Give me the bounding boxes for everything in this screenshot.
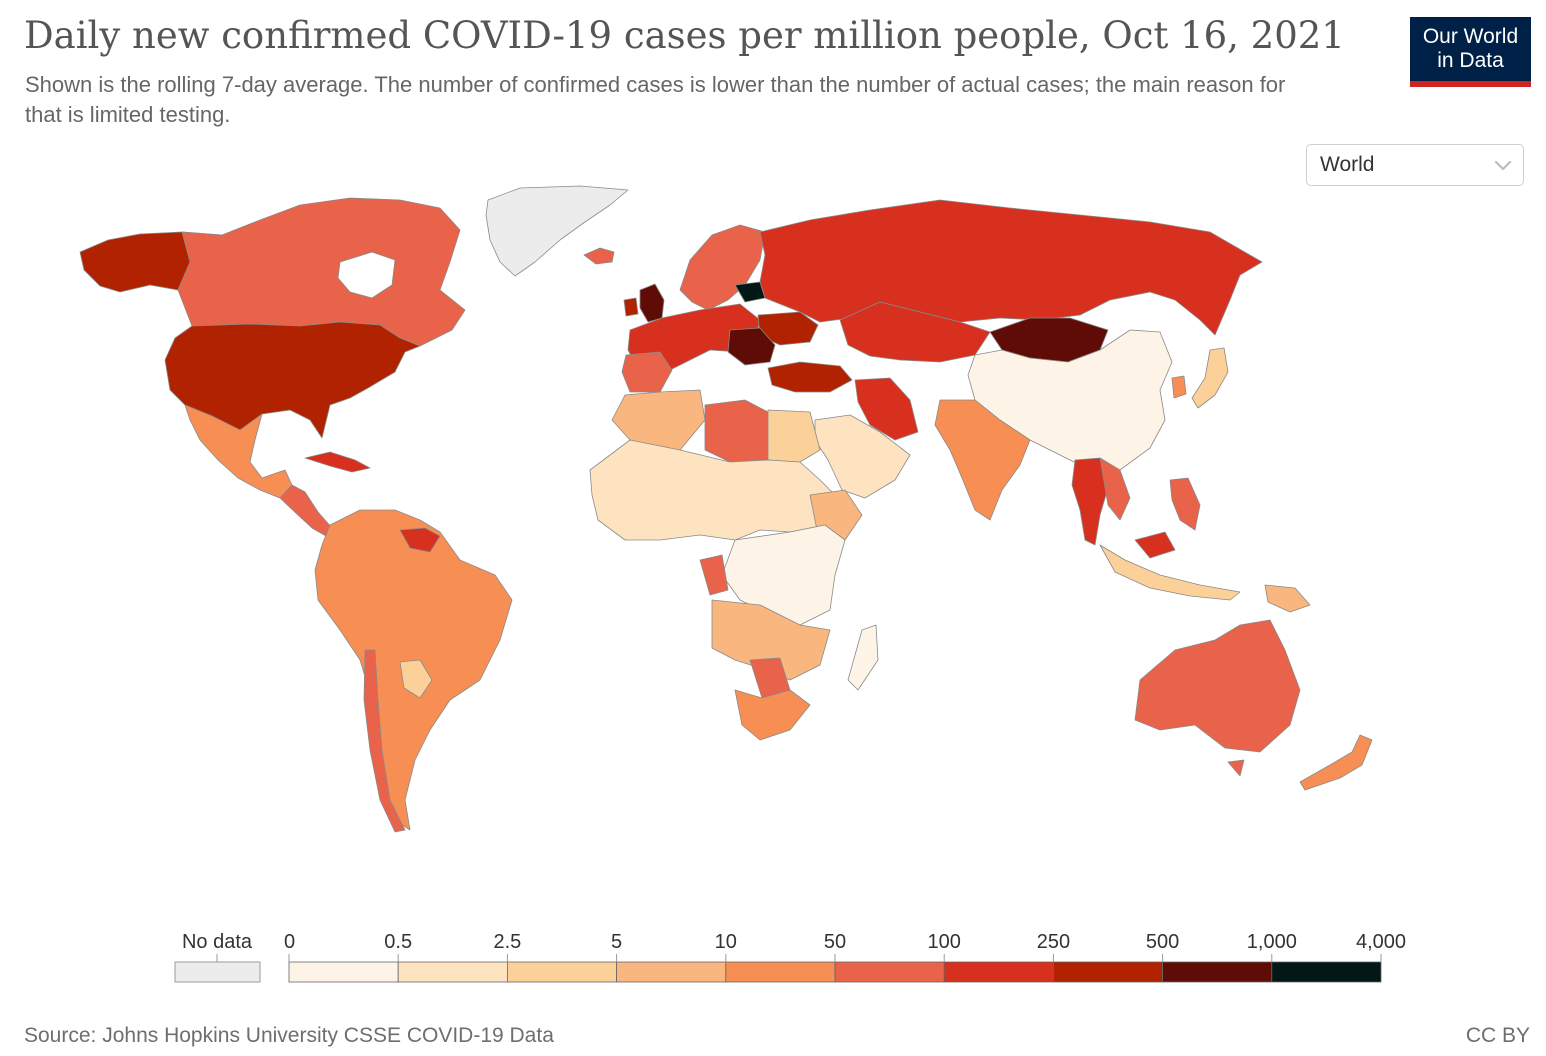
color-legend: No data 0 0.5 2.5 5 10 50 100 250 500 1,000 4,000 (174, 931, 1406, 983)
legend-bin-swatch (834, 961, 945, 983)
region-papua-new-guinea[interactable] (1264, 584, 1311, 613)
legend-tick-label: 2.5 (493, 931, 521, 953)
source-note[interactable]: Source: Johns Hopkins University CSSE CO… (24, 1024, 554, 1047)
region-united-states[interactable] (164, 321, 421, 439)
region-guyana-suriname[interactable] (399, 527, 441, 553)
region-turkey[interactable] (767, 361, 853, 393)
region-iceland[interactable] (583, 247, 615, 265)
legend-tick-label: 500 (1146, 931, 1179, 953)
region-arabian-peninsula[interactable] (814, 414, 911, 499)
region-gabon[interactable] (699, 554, 729, 596)
legend-tick-label: 50 (824, 931, 846, 953)
region-selector[interactable]: World (1306, 144, 1524, 186)
logo-line-1: Our World (1422, 25, 1519, 48)
legend-tick-label: 1,000 (1247, 931, 1297, 953)
region-philippines[interactable] (1169, 477, 1201, 531)
region-madagascar[interactable] (847, 624, 879, 691)
region-central-america[interactable] (279, 484, 333, 537)
region-australia[interactable] (1134, 619, 1301, 753)
region-united-kingdom[interactable] (639, 283, 665, 323)
owid-logo[interactable]: Our World in Data (1410, 17, 1531, 87)
legend-tick-label: 10 (715, 931, 737, 953)
region-malaysia[interactable] (1134, 531, 1176, 559)
region-chile[interactable] (363, 649, 406, 833)
region-tasmania[interactable] (1227, 759, 1245, 777)
region-japan[interactable] (1191, 347, 1229, 409)
legend-bin-swatch (616, 961, 727, 983)
region-scandinavia[interactable] (679, 224, 766, 311)
legend-tick-label: 4,000 (1356, 931, 1406, 953)
region-egypt[interactable] (767, 409, 821, 463)
legend-tick-label: 100 (928, 931, 961, 953)
world-map[interactable] (0, 170, 1546, 920)
region-cuba[interactable] (304, 451, 371, 473)
chart-subtitle: Shown is the rolling 7-day average. The … (25, 72, 1286, 127)
legend-bin-swatch (506, 961, 617, 983)
logo-line-2: in Data (1437, 49, 1504, 72)
legend-tick-label: 5 (611, 931, 622, 953)
region-indonesia[interactable] (1099, 544, 1241, 601)
region-new-zealand[interactable] (1299, 734, 1373, 791)
region-greenland[interactable] (485, 185, 629, 277)
legend-tick-label: 250 (1037, 931, 1070, 953)
legend-no-data-label: No data (182, 931, 253, 953)
region-central-africa[interactable] (721, 524, 846, 626)
region-vietnam-laos[interactable] (1099, 457, 1131, 521)
region-romania-bulgaria-serbia[interactable] (727, 327, 776, 366)
legend-bin-swatch (725, 961, 836, 983)
license-label[interactable]: CC BY (1465, 1024, 1530, 1047)
region-libya[interactable] (704, 399, 769, 463)
region-russia[interactable] (759, 199, 1263, 336)
legend-bin-swatch (397, 961, 508, 983)
region-ireland[interactable] (623, 297, 639, 317)
chevron-down-icon (1494, 160, 1512, 171)
legend-bin-swatch (288, 961, 399, 983)
region-selector-value: World (1320, 153, 1375, 176)
region-mexico[interactable] (184, 404, 293, 499)
legend-bin-swatch (1053, 961, 1164, 983)
region-iran[interactable] (854, 377, 919, 441)
region-baltic-states[interactable] (734, 281, 766, 303)
legend-bin-swatch (943, 961, 1054, 983)
legend-tick-label: 0 (284, 931, 295, 953)
region-korea[interactable] (1171, 375, 1187, 399)
region-south-africa[interactable] (734, 689, 811, 741)
legend-no-data-swatch (174, 961, 261, 983)
region-angola-zambia[interactable] (711, 599, 831, 681)
legend-bin-swatch (1162, 961, 1273, 983)
region-india[interactable] (934, 399, 1031, 521)
chart-title: Daily new confirmed COVID-19 cases per m… (24, 14, 1345, 57)
legend-tick-label: 0.5 (384, 931, 412, 953)
region-hudson-bay (337, 251, 396, 299)
legend-bin-swatch (1271, 961, 1382, 983)
region-paraguay[interactable] (399, 659, 433, 699)
